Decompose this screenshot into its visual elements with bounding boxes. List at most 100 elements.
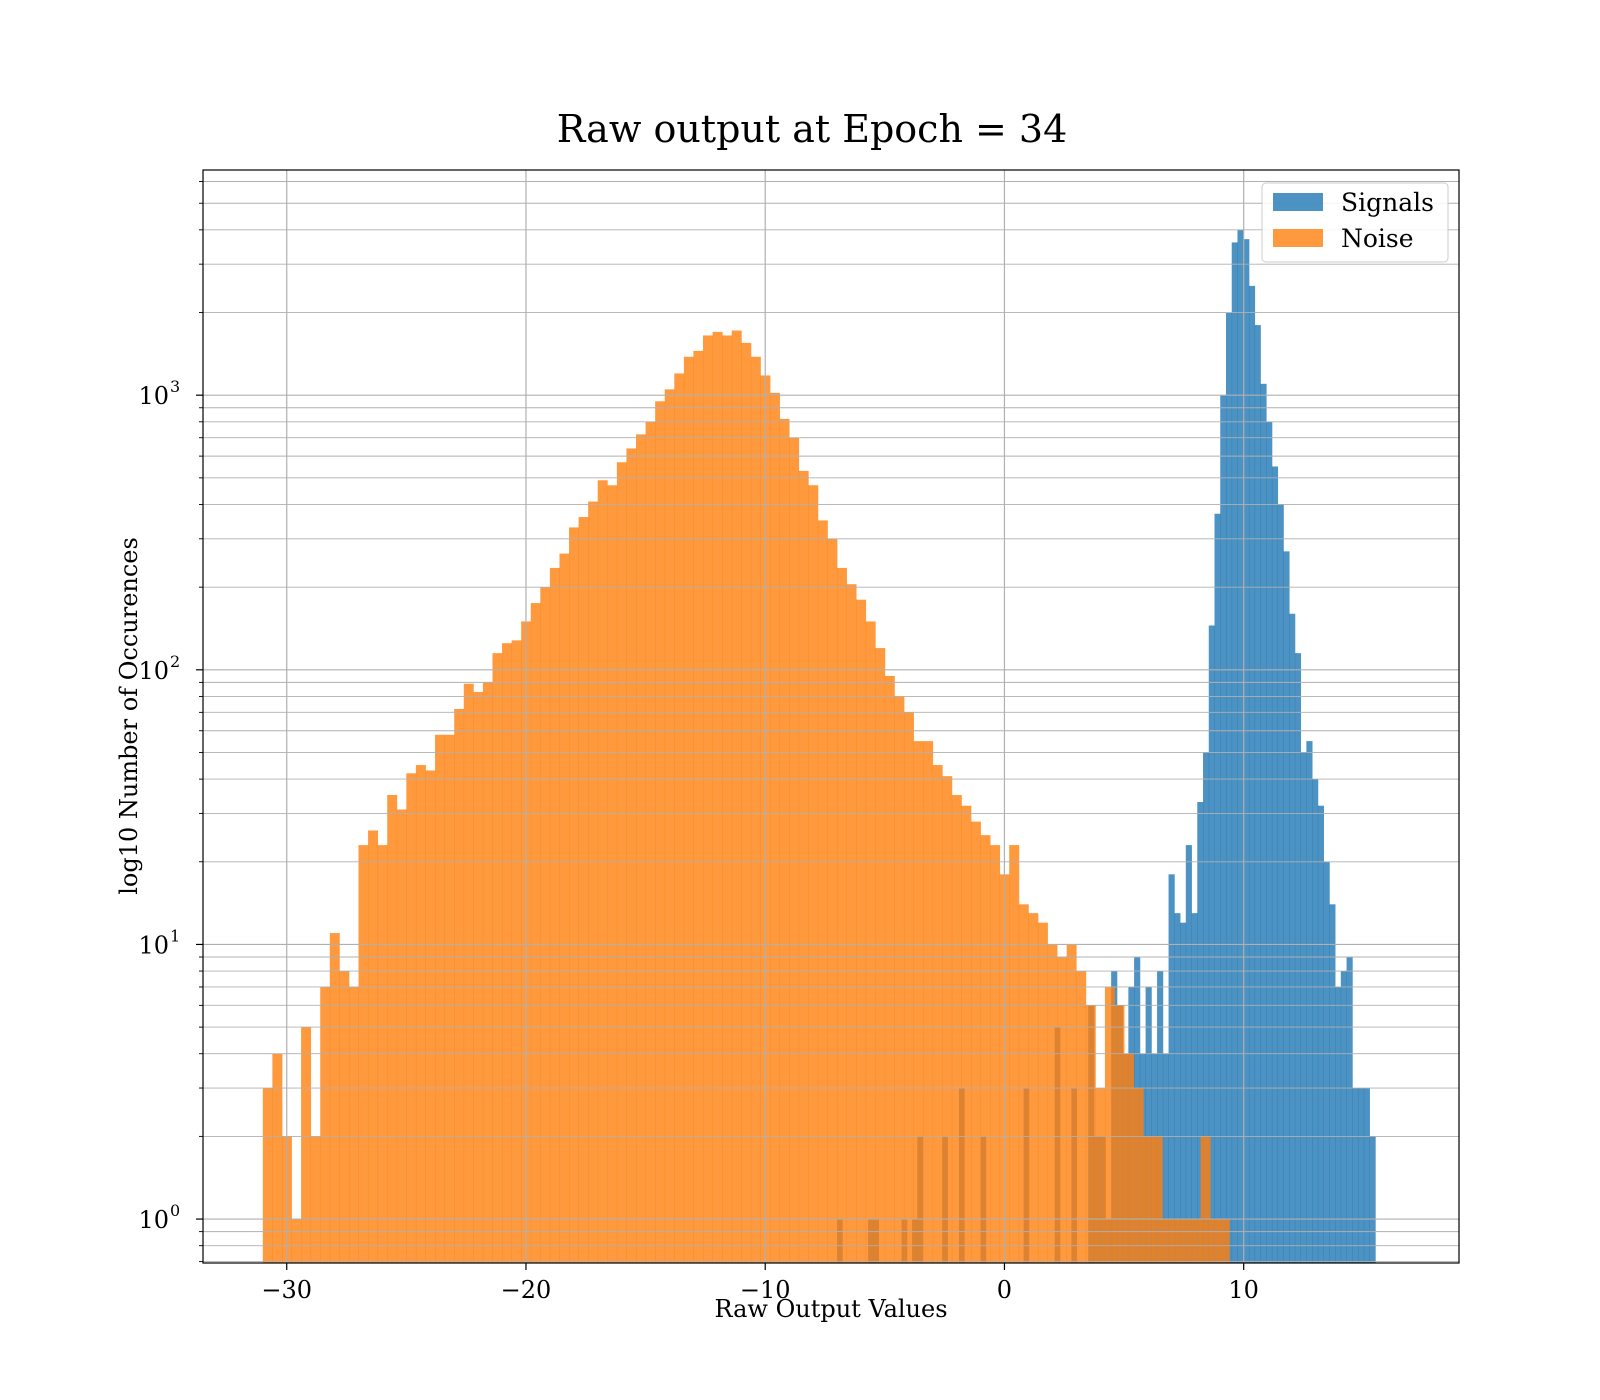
noise-bar <box>655 401 666 1263</box>
noise-bar <box>836 567 847 1263</box>
signals-bar <box>1162 1053 1169 1263</box>
noise-bar <box>636 434 646 1263</box>
signals-bar <box>1300 752 1307 1263</box>
noise-bar <box>435 734 446 1263</box>
plot-frame <box>202 169 1460 1264</box>
y-tick-label: 10 <box>138 657 169 685</box>
noise-bar <box>473 692 484 1263</box>
noise-bar <box>875 648 886 1263</box>
noise-bar <box>559 553 570 1263</box>
noise-bar <box>913 741 924 1263</box>
signals-bar <box>1248 285 1256 1263</box>
noise-bar <box>444 734 455 1263</box>
noise-bar <box>1143 1136 1154 1263</box>
signals-bar <box>1231 242 1238 1263</box>
noise-bar <box>588 501 599 1263</box>
noise-bar <box>645 421 656 1263</box>
noise-bar <box>722 335 733 1263</box>
legend-swatch-signals <box>1273 193 1323 211</box>
signals-bar <box>1243 239 1250 1263</box>
noise-bar <box>923 741 934 1263</box>
y-tick-label: 10 <box>138 382 169 410</box>
signals-bar <box>1346 957 1353 1263</box>
signals-bar <box>1306 741 1313 1263</box>
noise-bar <box>578 517 589 1263</box>
signals-bar <box>1185 845 1192 1263</box>
signals-bar <box>1260 383 1267 1263</box>
legend-swatch-noise <box>1273 229 1323 247</box>
noise-bar <box>425 770 436 1263</box>
noise-bar <box>703 335 713 1263</box>
noise-bar <box>511 640 522 1263</box>
noise-bar <box>272 1053 283 1263</box>
noise-bar <box>540 587 551 1263</box>
signals-bar <box>1312 779 1319 1263</box>
noise-bar <box>664 389 675 1263</box>
y-tick-label: 10 <box>138 931 169 959</box>
noise-bar <box>1076 971 1087 1263</box>
signals-bar <box>1277 504 1284 1263</box>
signals-bar <box>1254 325 1261 1263</box>
chart-title: Raw output at Epoch = 34 <box>557 107 1068 151</box>
noise-bar <box>951 795 962 1263</box>
noise-bar <box>779 418 790 1263</box>
signals-bar <box>1220 395 1227 1263</box>
signals-bar <box>1358 1088 1365 1263</box>
legend-label-noise: Noise <box>1341 224 1414 253</box>
x-axis-label: Raw Output Values <box>714 1295 947 1323</box>
noise-bar <box>1085 1005 1096 1263</box>
noise-bar <box>463 683 474 1263</box>
signals-bar <box>1283 551 1290 1263</box>
signals-bar <box>1363 1088 1370 1263</box>
y-tick-exponent: 0 <box>170 1201 180 1220</box>
noise-bar <box>626 448 637 1263</box>
noise-bar <box>1200 1136 1211 1263</box>
x-tick-label: −20 <box>501 1276 552 1304</box>
signals-bar <box>1203 752 1210 1263</box>
signals-bar <box>1352 1088 1359 1263</box>
noise-bar <box>291 1219 302 1263</box>
signals-bar <box>1180 922 1187 1263</box>
noise-bar <box>406 773 417 1263</box>
noise-bar <box>262 1088 273 1263</box>
legend: Signals Noise <box>1261 182 1449 263</box>
noise-bar <box>769 392 780 1263</box>
signals-bar <box>1168 874 1175 1263</box>
noise-bar <box>1152 1136 1163 1263</box>
noise-bar <box>683 356 694 1263</box>
x-tick-label: −30 <box>261 1276 312 1304</box>
noise-bar <box>789 437 800 1263</box>
noise-bar <box>961 805 972 1263</box>
noise-bar <box>502 643 513 1263</box>
noise-bar <box>616 462 627 1263</box>
noise-bar <box>358 845 369 1263</box>
bars-layer <box>262 229 1376 1263</box>
noise-bar <box>1114 1005 1125 1263</box>
noise-bar <box>492 653 503 1263</box>
signals-bar <box>1294 653 1302 1263</box>
signals-bar <box>1289 613 1296 1263</box>
noise-bar <box>377 845 388 1263</box>
noise-bar <box>1133 1088 1144 1263</box>
noise-bar <box>856 599 867 1263</box>
noise-bar <box>1124 1053 1135 1263</box>
noise-bar <box>1162 1219 1173 1263</box>
signals-bar <box>1329 904 1336 1263</box>
y-tick-exponent: 1 <box>170 926 180 945</box>
noise-bar <box>1219 1219 1230 1263</box>
noise-bar <box>597 480 608 1263</box>
noise-bar <box>846 584 857 1263</box>
noise-bar <box>329 933 340 1263</box>
noise-bar <box>368 830 379 1263</box>
y-tick-exponent: 2 <box>170 652 180 671</box>
signals-bar <box>1323 861 1330 1263</box>
noise-bar <box>693 350 704 1263</box>
x-tick-label: 10 <box>1228 1276 1259 1304</box>
signals-bar <box>1191 913 1198 1263</box>
noise-bar <box>415 765 426 1263</box>
noise-bar <box>932 765 943 1263</box>
signals-bar <box>1214 513 1221 1263</box>
noise-bar <box>1028 913 1039 1263</box>
signals-bar <box>1340 971 1347 1263</box>
noise-bar <box>817 520 828 1263</box>
